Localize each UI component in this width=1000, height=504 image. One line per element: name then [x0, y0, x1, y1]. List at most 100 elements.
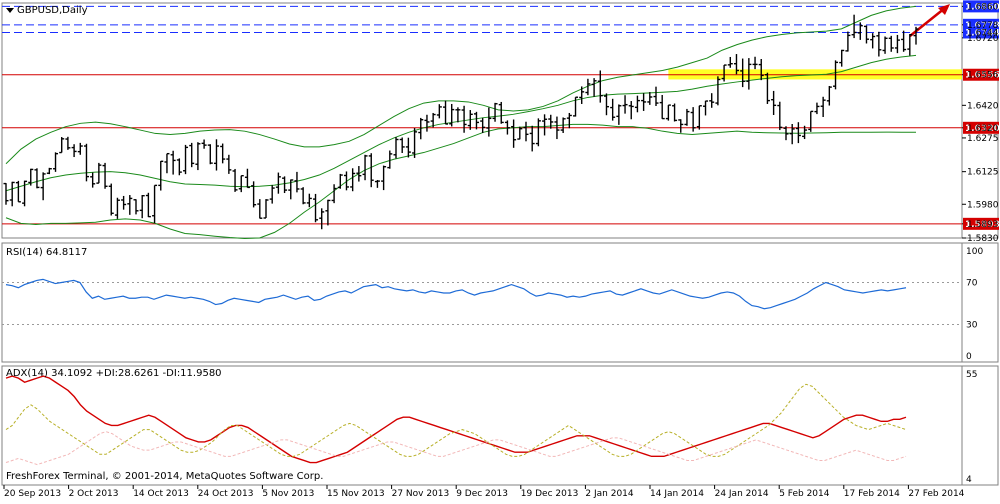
ohlc-bar	[752, 56, 758, 70]
ohlc-bar	[659, 94, 665, 120]
ohlc-bar	[511, 119, 517, 148]
ohlc-bar	[826, 85, 832, 106]
ohlc-bar	[851, 14, 857, 39]
ohlc-bar	[121, 195, 127, 210]
ohlc-bar	[362, 154, 368, 181]
ohlc-bar	[176, 158, 182, 176]
price-tick-label: 1.6275	[967, 134, 999, 144]
ohlc-bar	[523, 121, 529, 142]
adx-tick-label: 4	[966, 475, 972, 485]
ohlc-bar	[9, 181, 15, 207]
ohlc-bar	[15, 180, 21, 203]
projection-arrow-head	[938, 4, 950, 15]
date-tick-label: 14 Jan 2014	[650, 489, 704, 499]
ohlc-bar	[517, 126, 523, 140]
rsi-tick-label: 30	[966, 321, 978, 331]
ohlc-bar	[251, 181, 257, 208]
price-tick-label: 1.6720	[967, 34, 999, 44]
level-tag-text: 1.5893	[965, 220, 1000, 230]
date-tick-label: 2 Oct 2013	[69, 489, 119, 499]
ohlc-bar	[430, 112, 436, 128]
ohlc-bar	[368, 153, 374, 188]
panel-frame-1	[1, 2, 999, 239]
ohlc-bar	[83, 143, 89, 182]
ohlc-bar	[306, 193, 312, 208]
rsi-tick-label: 70	[966, 279, 978, 289]
ohlc-bar	[795, 122, 801, 144]
rsi-tick-label: 0	[966, 352, 972, 362]
panel-collapse-icon	[6, 8, 14, 13]
level-tag-text: 1.6860	[965, 2, 1000, 12]
ohlc-bar	[22, 180, 28, 207]
ohlc-bar	[412, 128, 418, 158]
date-tick-label: 27 Feb 2014	[908, 489, 964, 499]
ohlc-bar	[337, 173, 343, 189]
ohlc-bar	[331, 184, 337, 204]
date-tick-label: 20 Sep 2013	[4, 489, 61, 499]
ohlc-bar	[257, 199, 263, 219]
ohlc-bar	[764, 72, 770, 104]
date-tick-label: 15 Nov 2013	[327, 489, 385, 499]
price-tick-label: 1.6778	[967, 21, 999, 31]
ohlc-bar	[715, 76, 721, 106]
ohlc-bar	[40, 172, 46, 201]
ohlc-bar	[894, 34, 900, 54]
price-tick-label: 1.6744	[967, 28, 999, 38]
ohlc-bar	[548, 114, 554, 129]
date-tick-label: 24 Oct 2013	[198, 489, 254, 499]
ohlc-bar	[703, 100, 709, 116]
ohlc-bar	[696, 105, 702, 130]
ohlc-bar	[213, 139, 219, 171]
ohlc-bar	[758, 58, 764, 81]
ohlc-bar	[597, 70, 603, 103]
ohlc-bar	[814, 102, 820, 115]
ohlc-bar	[3, 182, 9, 205]
ohlc-bar	[820, 96, 826, 118]
ohlc-bar	[46, 167, 52, 175]
price-tick-label: 1.5830	[967, 234, 999, 244]
ohlc-bar	[294, 171, 300, 193]
ohlc-bar	[77, 142, 83, 155]
ohlc-bar	[399, 137, 405, 153]
ohlc-bar	[672, 103, 678, 122]
date-tick-label: 19 Dec 2013	[521, 489, 579, 499]
ohlc-bar	[53, 152, 59, 172]
date-tick-label: 24 Jan 2014	[715, 489, 769, 499]
ohlc-bar	[443, 100, 449, 125]
ohlc-bar	[845, 31, 851, 52]
ohlc-bar	[189, 142, 195, 168]
ohlc-bar	[226, 154, 232, 174]
price-tick-label: 1.6420	[967, 101, 999, 111]
panel-frame-2	[1, 242, 999, 363]
date-tick-label: 5 Feb 2014	[779, 489, 830, 499]
ohlc-bar	[102, 162, 108, 189]
ohlc-bar	[343, 171, 349, 191]
ohlc-bar	[220, 143, 226, 164]
rsi-line	[5, 278, 907, 310]
ohlc-bar	[164, 152, 170, 174]
bollinger-mid-band	[5, 54, 917, 192]
ohlc-bar	[740, 58, 746, 88]
ohlc-bar	[325, 199, 331, 226]
date-tick-label: 17 Feb 2014	[844, 489, 900, 499]
level-tag-text: 1.6778	[965, 21, 1000, 31]
ohlc-bar	[282, 176, 288, 194]
level-tag-text: 1.6320	[965, 124, 1000, 134]
ohlc-bar	[727, 56, 733, 68]
level-tag-1.6320	[963, 121, 999, 134]
ohlc-bar	[350, 168, 356, 192]
ohlc-bar	[405, 137, 411, 158]
price-tick-label: 1.6320	[967, 124, 999, 134]
ohlc-bar	[449, 103, 455, 127]
ohlc-bar	[244, 168, 250, 189]
ohlc-bar	[628, 101, 634, 120]
level-tag-1.6556	[963, 68, 999, 81]
ohlc-bar	[65, 136, 71, 150]
ohlc-bar	[603, 93, 609, 116]
ohlc-bar	[145, 192, 151, 218]
ohlc-bar	[90, 172, 96, 188]
ohlc-bar	[678, 119, 684, 133]
ohlc-bar	[560, 117, 566, 133]
